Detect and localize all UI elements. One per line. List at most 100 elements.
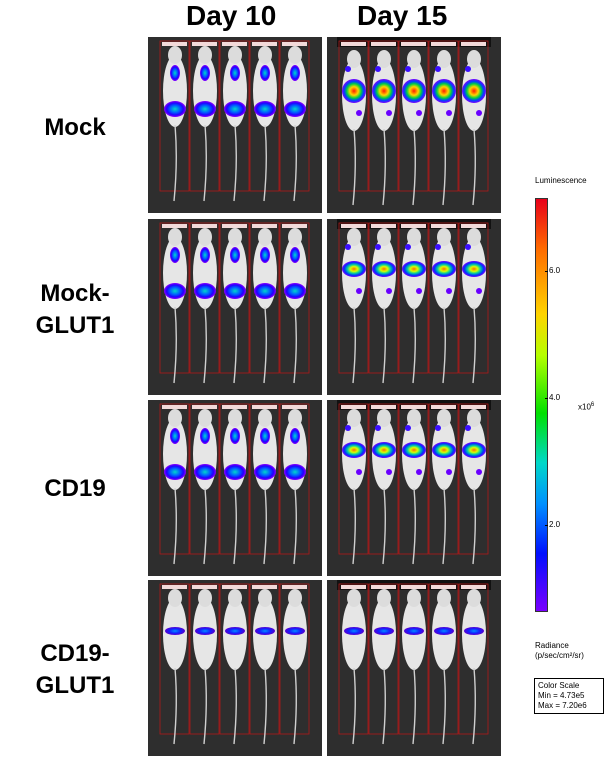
roi-label xyxy=(461,585,486,589)
luminescence-spot xyxy=(405,425,411,431)
mouse-tail xyxy=(352,306,356,384)
mouse-head xyxy=(467,50,481,68)
luminescence-signal xyxy=(404,627,424,635)
mouse-tail xyxy=(352,128,356,206)
colorbar-tick-4: 4.0 xyxy=(544,393,561,402)
luminescence-signal xyxy=(284,283,306,299)
roi-label xyxy=(252,224,277,228)
mouse-tail xyxy=(173,124,177,202)
mouse-tail xyxy=(263,124,267,202)
mouse-tail xyxy=(293,487,297,565)
mouse-head xyxy=(198,46,212,64)
mouse-head xyxy=(347,228,361,246)
luminescence-spot xyxy=(386,469,392,475)
mouse-image xyxy=(337,400,491,565)
roi-label xyxy=(192,224,217,228)
luminescence-spot xyxy=(446,110,452,116)
colorbar-exponent: x106 xyxy=(578,402,595,412)
luminescence-signal xyxy=(285,627,305,635)
mouse-tail xyxy=(173,487,177,565)
luminescence-spot xyxy=(446,288,452,294)
roi-label xyxy=(252,42,277,46)
mouse-tail xyxy=(382,487,386,565)
mouse-tail xyxy=(472,306,476,384)
mouse-tail xyxy=(352,667,356,745)
mouse-tail xyxy=(263,487,267,565)
mouse-head xyxy=(168,409,182,427)
luminescence-spot xyxy=(465,244,471,250)
roi-label xyxy=(192,405,217,409)
mouse-tail xyxy=(412,487,416,565)
roi-label xyxy=(222,224,247,228)
mouse-image xyxy=(159,403,310,565)
mouse-head xyxy=(377,589,391,607)
mouse-head xyxy=(437,589,451,607)
roi-label xyxy=(162,42,187,46)
mouse-tail xyxy=(203,667,207,745)
mouse-head xyxy=(437,409,451,427)
radiance-units: Radiance (p/sec/cm²/sr) xyxy=(535,641,584,660)
mouse-head xyxy=(228,46,242,64)
luminescence-signal xyxy=(284,464,306,480)
roi-label xyxy=(401,405,426,409)
luminescence-spot xyxy=(465,425,471,431)
mouse-head xyxy=(228,589,242,607)
luminescence-signal xyxy=(344,627,364,635)
roi-label xyxy=(431,585,456,589)
luminescence-signal xyxy=(230,247,240,263)
luminescence-spot xyxy=(345,425,351,431)
luminescence-signal xyxy=(224,283,246,299)
mouse-head xyxy=(288,589,302,607)
luminescence-signal xyxy=(194,283,216,299)
luminescence-spot xyxy=(416,110,422,116)
luminescence-spot xyxy=(386,110,392,116)
luminescence-signal xyxy=(432,442,456,458)
bli-panel-mock-glut1-day10 xyxy=(148,219,322,395)
roi-label xyxy=(461,224,486,228)
mouse-tail xyxy=(293,306,297,384)
row-label-mock: Mock xyxy=(44,114,106,141)
mouse-tail xyxy=(382,667,386,745)
luminescence-signal xyxy=(225,627,245,635)
luminescence-signal xyxy=(165,627,185,635)
luminescence-signal xyxy=(290,247,300,263)
roi-label xyxy=(222,405,247,409)
luminescence-signal xyxy=(374,627,394,635)
roi-label xyxy=(282,224,307,228)
mouse-head xyxy=(407,228,421,246)
mouse-head xyxy=(377,50,391,68)
luminescence-signal xyxy=(372,261,396,277)
roi-label xyxy=(341,405,366,409)
luminescence-spot xyxy=(435,66,441,72)
roi-label xyxy=(252,585,277,589)
bli-panel-mock-day10 xyxy=(148,37,322,213)
luminescence-signal xyxy=(170,65,180,81)
mouse-head xyxy=(288,409,302,427)
mouse-head xyxy=(347,50,361,68)
luminescence-spot xyxy=(375,66,381,72)
luminescence-signal xyxy=(254,464,276,480)
colorbar-tick-6: 6.0 xyxy=(544,266,561,275)
luminescence-signal xyxy=(342,261,366,277)
mouse-head xyxy=(437,50,451,68)
luminescence-spot xyxy=(405,244,411,250)
roi-label xyxy=(162,405,187,409)
luminescence-signal xyxy=(164,283,186,299)
mouse-head xyxy=(198,409,212,427)
mouse-image xyxy=(159,40,310,202)
roi-label xyxy=(461,405,486,409)
mouse-head xyxy=(407,409,421,427)
luminescence-spot xyxy=(476,110,482,116)
mouse-head xyxy=(407,50,421,68)
mouse-head xyxy=(467,409,481,427)
luminescence-signal xyxy=(462,261,486,277)
luminescence-signal xyxy=(260,247,270,263)
luminescence-signal xyxy=(402,442,426,458)
mouse-head xyxy=(407,589,421,607)
luminescence-spot xyxy=(465,66,471,72)
luminescence-signal xyxy=(200,428,210,444)
luminescence-signal xyxy=(462,79,486,103)
luminescence-spot xyxy=(356,288,362,294)
luminescence-signal xyxy=(170,247,180,263)
roi-label xyxy=(401,585,426,589)
